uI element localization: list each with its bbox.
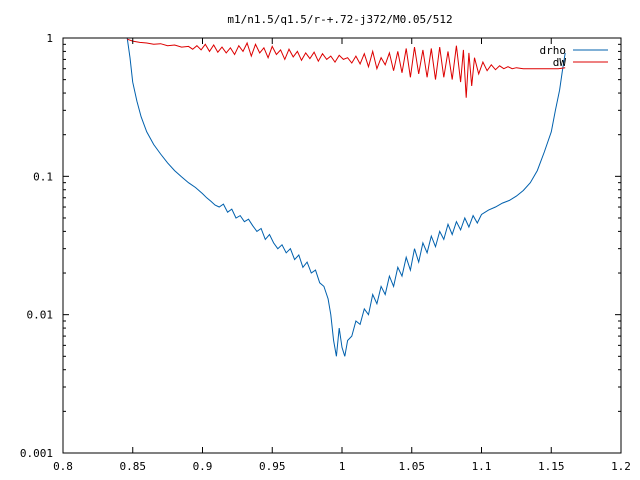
x-tick-label: 0.9 [193, 460, 213, 473]
y-tick-label: 0.001 [20, 447, 53, 460]
series-line-dW [127, 38, 566, 98]
axis-ticks: 0.8 0.85 0.9 0.95 1 1.05 1.1 1.15 1.2 1 0.1 0.01 0.0… [20, 32, 631, 473]
legend-label: dW [553, 56, 567, 69]
x-tick-label: 0.8 [53, 460, 73, 473]
y-tick-label: 0.1 [33, 170, 53, 183]
x-tick-label: 0.85 [120, 460, 147, 473]
legend-label: drho [540, 44, 567, 57]
x-tick-label: 1.1 [472, 460, 492, 473]
plot-series [126, 37, 566, 357]
y-tick-label: 0.01 [27, 309, 54, 322]
x-tick-label: 1.2 [611, 460, 631, 473]
x-tick-label: 1 [339, 460, 346, 473]
y-tick-label: 1 [46, 32, 53, 45]
x-tick-label: 1.15 [538, 460, 565, 473]
series-line-drho [126, 37, 566, 357]
chart-title: m1/n1.5/q1.5/r-+.72-j372/M0.05/512 [227, 13, 452, 26]
x-tick-label: 0.95 [259, 460, 286, 473]
x-tick-label: 1.05 [399, 460, 426, 473]
